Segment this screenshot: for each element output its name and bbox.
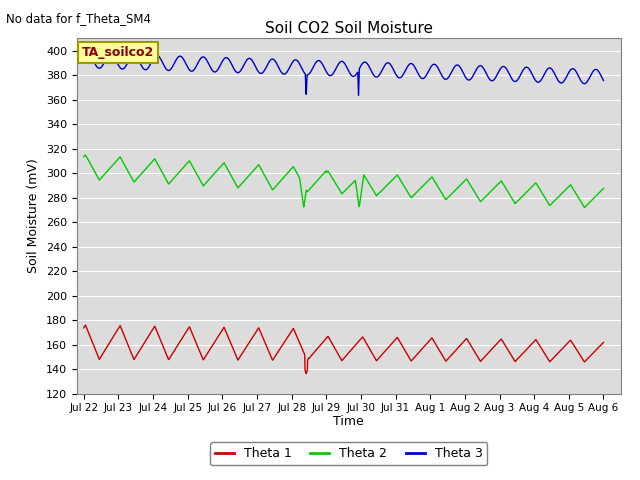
Text: No data for f_Theta_SM4: No data for f_Theta_SM4 — [6, 12, 152, 25]
Legend: Theta 1, Theta 2, Theta 3: Theta 1, Theta 2, Theta 3 — [210, 443, 488, 466]
Text: TA_soilco2: TA_soilco2 — [82, 46, 154, 59]
X-axis label: Time: Time — [333, 415, 364, 428]
Title: Soil CO2 Soil Moisture: Soil CO2 Soil Moisture — [265, 21, 433, 36]
Y-axis label: Soil Moisture (mV): Soil Moisture (mV) — [28, 158, 40, 274]
